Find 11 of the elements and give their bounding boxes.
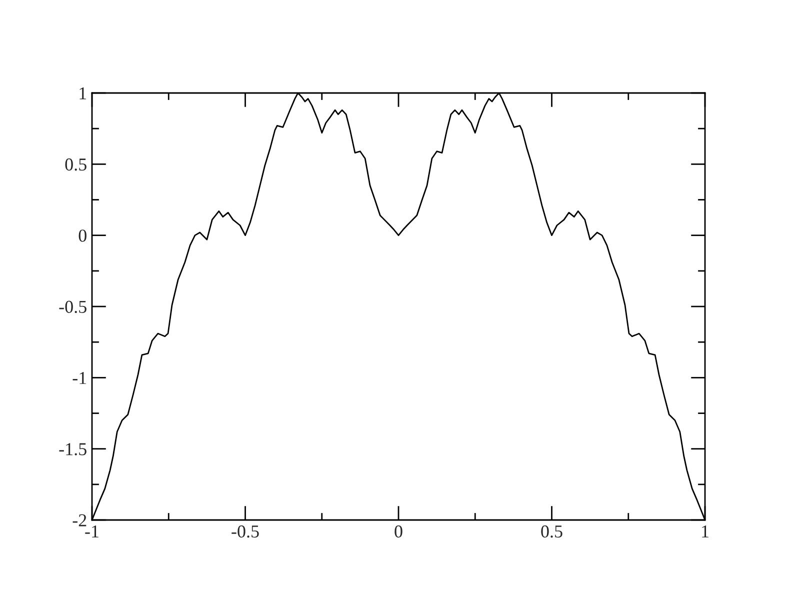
y-tick-label: 0 (78, 230, 86, 242)
x-tick-label: 1 (702, 525, 708, 538)
x-tick-label: 0.5 (541, 525, 562, 538)
y-tick-label: -1 (72, 372, 86, 384)
x-tick-label: 0 (394, 525, 402, 538)
y-tick-label: -0.5 (59, 300, 86, 314)
y-tick-label: -1.5 (59, 443, 86, 456)
y-tick-label: 0.5 (65, 158, 86, 171)
x-tick-label: -0.5 (232, 525, 259, 538)
y-tick-label: -2 (72, 514, 86, 526)
y-tick-label: 1 (80, 87, 86, 100)
